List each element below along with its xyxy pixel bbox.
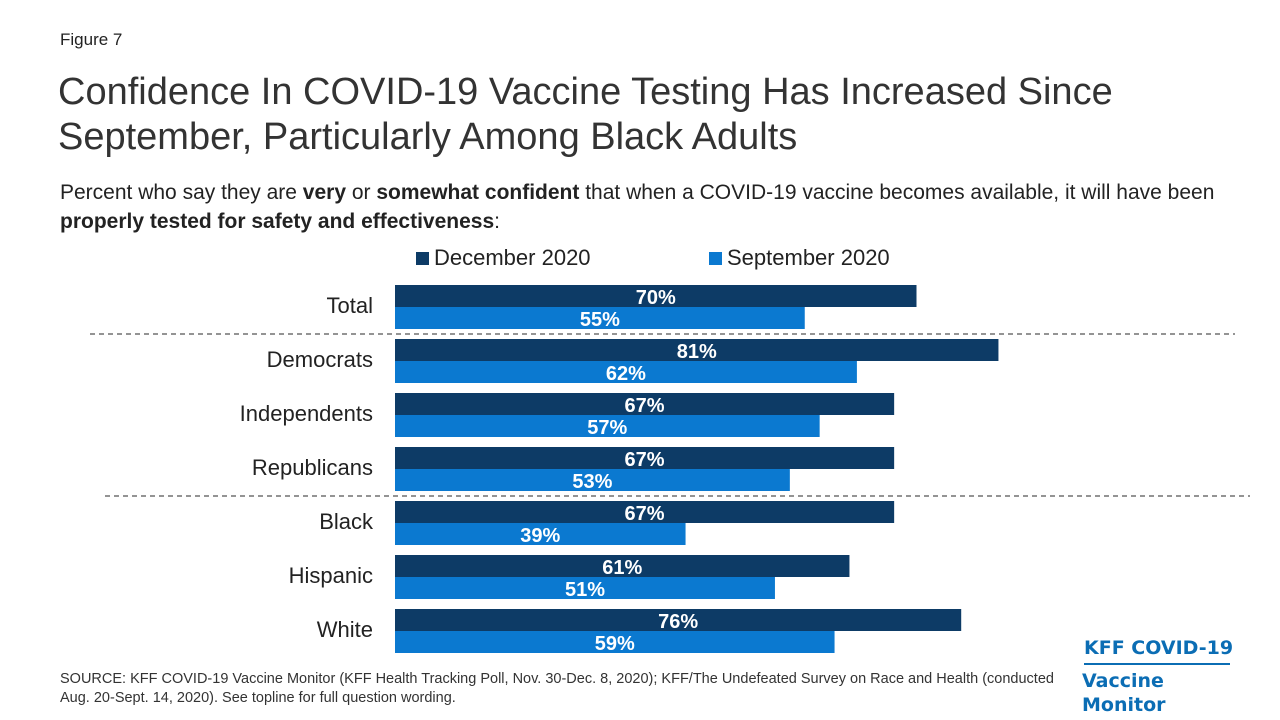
category-label-republicans: Republicans — [252, 455, 373, 480]
subtitle-text-2: or — [346, 181, 377, 204]
data-label-september-2020-hispanic: 51% — [565, 579, 605, 601]
category-label-black: Black — [319, 509, 374, 534]
legend-swatch-december — [416, 251, 429, 265]
source-note: SOURCE: KFF COVID-19 Vaccine Monitor (KF… — [60, 671, 1054, 706]
subtitle-text-1: Percent who say they are — [60, 181, 303, 204]
chart-title: Confidence In COVID-19 Vaccine Testing H… — [58, 71, 1113, 158]
data-label-december-2020-hispanic: 61% — [602, 557, 642, 579]
bar-december-2020-white — [395, 609, 962, 631]
data-label-september-2020-white: 59% — [595, 633, 635, 655]
data-label-december-2020-republicans: 67% — [625, 449, 665, 471]
subtitle-bold-2: somewhat confident — [376, 181, 580, 204]
chart-subtitle: Percent who say they are very or somewha… — [60, 178, 1240, 236]
bar-september-2020-republicans — [395, 469, 790, 491]
bar-september-2020-democrats — [395, 361, 857, 383]
logo-rule — [1084, 663, 1230, 665]
subtitle-text-3: that when a COVID-19 vaccine becomes ava… — [579, 181, 1215, 204]
bar-september-2020-hispanic — [395, 577, 775, 599]
category-label-democrats: Democrats — [267, 347, 373, 372]
category-label-total: Total — [327, 293, 373, 318]
data-label-september-2020-black: 39% — [520, 525, 560, 547]
bar-september-2020-white — [395, 631, 835, 653]
subtitle-text-4: : — [494, 210, 500, 233]
bar-december-2020-independents — [395, 393, 895, 415]
data-label-september-2020-total: 55% — [580, 309, 620, 331]
category-label-hispanic: Hispanic — [289, 563, 373, 588]
data-label-december-2020-independents: 67% — [625, 395, 665, 417]
legend-label-september: September 2020 — [727, 245, 890, 270]
category-label-independents: Independents — [240, 401, 373, 426]
data-label-september-2020-independents: 57% — [587, 417, 627, 439]
kff-logo: KFF COVID-19 Vaccine Monitor — [1082, 636, 1252, 717]
legend-item-september: September 2020 — [709, 245, 890, 271]
data-label-december-2020-white: 76% — [658, 611, 698, 633]
bar-december-2020-hispanic — [395, 555, 850, 577]
figure-label: Figure 7 — [60, 30, 123, 49]
bar-september-2020-total — [395, 307, 805, 329]
subtitle-bold-3: properly tested for safety and effective… — [60, 210, 495, 233]
logo-line-1: KFF COVID-19 — [1084, 637, 1234, 659]
bar-september-2020-black — [395, 523, 686, 545]
category-label-white: White — [317, 617, 373, 642]
bar-september-2020-independents — [395, 415, 820, 437]
bar-december-2020-democrats — [395, 339, 999, 361]
data-label-september-2020-democrats: 62% — [606, 363, 646, 385]
logo-line-2: Vaccine Monitor — [1082, 670, 1166, 716]
data-label-december-2020-black: 67% — [625, 503, 665, 525]
data-label-december-2020-democrats: 81% — [677, 341, 717, 363]
data-label-december-2020-total: 70% — [636, 287, 676, 309]
legend-item-december: December 2020 — [416, 245, 591, 271]
legend-label-december: December 2020 — [434, 245, 591, 270]
bar-december-2020-republicans — [395, 447, 895, 469]
data-label-september-2020-republicans: 53% — [572, 471, 612, 493]
legend-swatch-september — [709, 251, 722, 265]
subtitle-bold-1: very — [302, 181, 347, 204]
bar-december-2020-black — [395, 501, 895, 523]
bar-december-2020-total — [395, 285, 917, 307]
